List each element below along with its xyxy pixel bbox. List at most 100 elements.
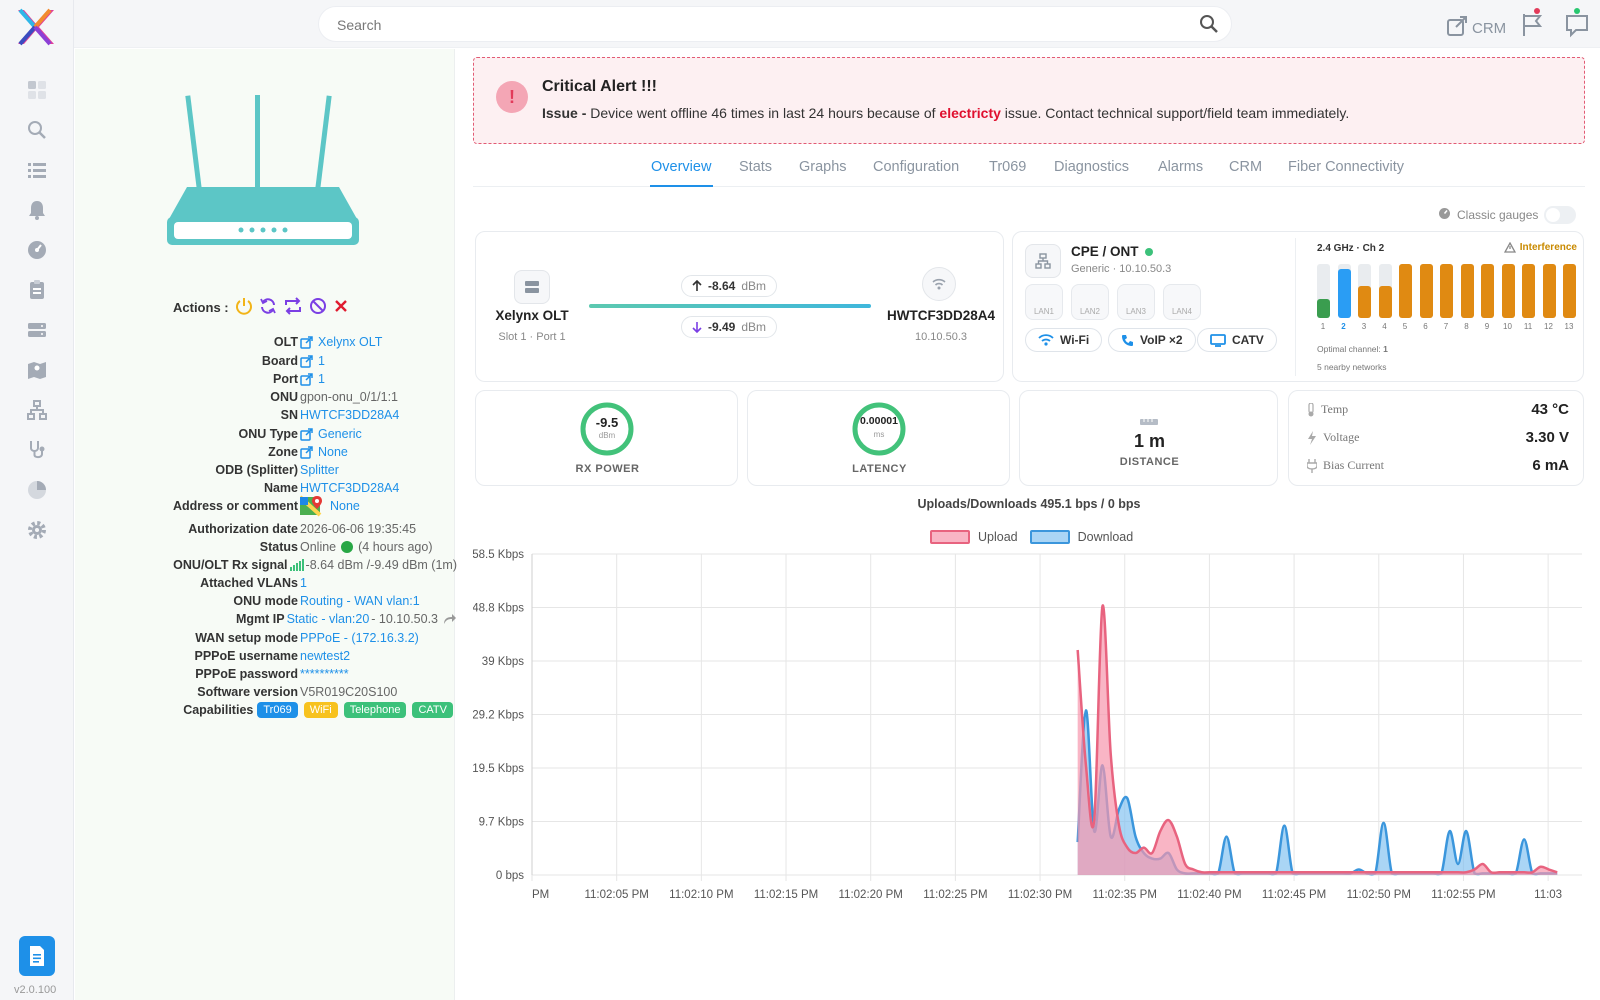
info-row: Status Online (4 hours ago) [87, 538, 457, 556]
info-value[interactable]: -8.64 dBm /-9.49 dBm (1m) [289, 558, 457, 572]
channel-bar[interactable] [1501, 264, 1515, 318]
tab-tr069[interactable]: Tr069 [989, 159, 1027, 175]
info-value[interactable]: 1 [300, 354, 325, 368]
info-value-text: newtest2 [300, 649, 351, 663]
wifi-scan-panel: 2.4 GHz · Ch 2 Interference 1 2 3 4 5 6 7 8 9 10 1… [1303, 232, 1585, 383]
tab-configuration[interactable]: Configuration [873, 159, 960, 175]
info-value[interactable]: HWTCF3DD28A4 [300, 481, 399, 495]
voip-service-pill[interactable]: VoIP ×2 [1108, 328, 1196, 352]
server-icon[interactable] [23, 316, 51, 344]
cpe-divider [1295, 238, 1296, 376]
info-label: Capabilities [183, 703, 254, 717]
clipboard-icon[interactable] [23, 276, 51, 304]
channel-bar[interactable] [1542, 264, 1556, 318]
info-row: Address or comment None [87, 495, 457, 517]
info-value[interactable]: Static - vlan:20- 10.10.50.3 [287, 612, 457, 626]
tab-crm[interactable]: CRM [1229, 159, 1263, 175]
info-value[interactable]: Splitter [300, 463, 339, 477]
classic-gauges-toggle[interactable]: Classic gauges [1438, 206, 1577, 224]
channel-bar[interactable] [1481, 264, 1494, 318]
channel-bar[interactable] [1419, 264, 1433, 318]
lan-label: LAN3 [1125, 307, 1146, 316]
search-input[interactable] [337, 15, 1177, 35]
resync-icon[interactable] [283, 297, 303, 318]
disable-icon[interactable] [309, 297, 327, 318]
y-tick-label: 0 bps [496, 870, 524, 882]
info-value[interactable]: HWTCF3DD28A4 [300, 408, 399, 422]
info-value[interactable]: Generic [300, 427, 362, 441]
info-value-text: PPPoE - (172.16.3.2) [300, 631, 419, 645]
info-value[interactable]: None [300, 495, 360, 517]
gear-icon[interactable] [23, 516, 51, 544]
channel-bar[interactable] [1337, 269, 1351, 318]
interference-label: Interference [1519, 242, 1577, 253]
forward-icon[interactable] [443, 613, 457, 625]
channel-label: 7 [1443, 322, 1449, 331]
stethoscope-icon[interactable] [23, 436, 51, 464]
info-value-text: 1 [300, 576, 307, 590]
info-value[interactable]: 1 [300, 372, 325, 386]
external-link-icon[interactable] [300, 372, 313, 386]
legend-download-swatch[interactable] [1029, 530, 1070, 544]
channel-bar[interactable] [1358, 286, 1371, 318]
crm-link[interactable]: CRM [1446, 15, 1506, 41]
channel-bar[interactable] [1399, 264, 1412, 318]
delete-icon[interactable] [333, 298, 349, 317]
external-link-icon[interactable] [300, 335, 313, 349]
channel-bar[interactable] [1460, 264, 1474, 318]
channel-bar[interactable] [1440, 264, 1453, 318]
external-link-icon[interactable] [300, 427, 313, 441]
tab-diagnostics[interactable]: Diagnostics [1054, 159, 1129, 175]
chat-icon[interactable] [1564, 8, 1590, 43]
power-icon[interactable] [235, 297, 253, 318]
info-extra: - 10.10.50.3 [371, 612, 438, 626]
search-bar[interactable] [318, 6, 1232, 42]
optimal-channel: Optimal channel: 1 [1317, 344, 1388, 354]
map-icon[interactable] [23, 356, 51, 384]
info-value[interactable]: 1 [300, 576, 307, 590]
info-value[interactable]: Routing - WAN vlan:1 [300, 594, 420, 608]
capability-badge: CATV [412, 702, 453, 718]
toggle-switch[interactable] [1544, 206, 1577, 224]
external-link-icon[interactable] [300, 354, 313, 368]
refresh-icon[interactable] [259, 297, 277, 318]
external-link-icon[interactable] [300, 445, 313, 459]
tab-overview[interactable]: Overview [651, 159, 712, 175]
channel-bar[interactable] [1378, 286, 1392, 318]
document-icon[interactable] [19, 936, 55, 976]
gauge-icon[interactable] [23, 236, 51, 264]
bell-icon[interactable] [23, 196, 51, 224]
channel-bar[interactable] [1563, 264, 1576, 318]
wifi-service-pill[interactable]: Wi-Fi [1025, 328, 1103, 352]
info-value[interactable]: ********** [300, 667, 349, 681]
pie-icon[interactable] [23, 476, 51, 504]
info-row: Software version V5R019C20S100 [87, 683, 457, 701]
info-value-text: 1 [318, 354, 325, 368]
info-value[interactable]: newtest2 [300, 649, 350, 663]
tab-graphs[interactable]: Graphs [799, 159, 847, 175]
legend-upload-swatch[interactable] [930, 530, 970, 544]
channel-bar[interactable] [1522, 264, 1535, 318]
info-value[interactable]: Tr069 WiFi Telephone CATV [255, 702, 457, 718]
catv-service-pill[interactable]: CATV [1197, 328, 1277, 352]
list-icon[interactable] [23, 156, 51, 184]
info-value[interactable]: Xelynx OLT [300, 335, 382, 349]
info-value[interactable]: None [300, 445, 348, 459]
dashboard-icon[interactable] [23, 76, 51, 104]
info-value[interactable]: PPPoE - (172.16.3.2) [300, 631, 419, 645]
search-icon[interactable] [1199, 14, 1219, 39]
app-logo[interactable] [14, 6, 56, 48]
tab-stats[interactable]: Stats [739, 159, 773, 175]
network-icon[interactable] [23, 396, 51, 424]
x-tick-label: 11:02:05 PM [584, 889, 648, 901]
channel-bar[interactable] [1317, 299, 1330, 318]
search-list-icon[interactable] [23, 116, 51, 144]
tab-fiber-connectivity[interactable]: Fiber Connectivity [1288, 159, 1405, 175]
tab-alarms[interactable]: Alarms [1158, 159, 1204, 175]
flag-icon[interactable] [1520, 8, 1544, 43]
alert-message-tail: issue. Contact technical support/field t… [1000, 105, 1350, 121]
signal-bars-icon [289, 559, 304, 571]
nearby-networks: 5 nearby networks [1317, 362, 1387, 372]
info-value[interactable]: Online (4 hours ago) [300, 540, 433, 554]
google-maps-icon[interactable] [300, 495, 324, 517]
